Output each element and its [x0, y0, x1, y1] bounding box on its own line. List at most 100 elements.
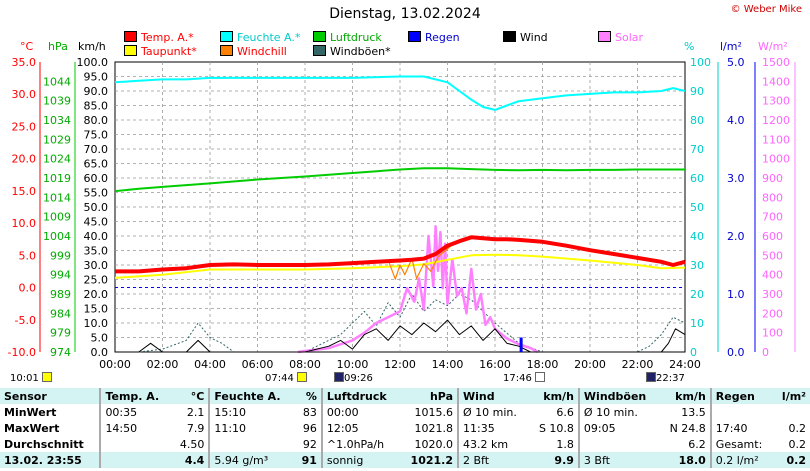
- wind-tick-label: 80.0: [84, 114, 109, 127]
- stats-header: Temp. A.: [99, 388, 172, 404]
- legend-item: Regen: [408, 31, 460, 44]
- pressure-tick-label: 1019: [43, 172, 71, 185]
- wind-tick-label: 65.0: [84, 158, 109, 171]
- cell: Ø 10 min.: [456, 404, 530, 420]
- stats-row-min: MinWert 00:35 2.1 15:10 83 00:00 1015.6 …: [0, 404, 810, 420]
- cell: 5.94 g/m³: [208, 452, 295, 468]
- legend-swatch: [220, 31, 233, 42]
- cell: 96: [302, 421, 317, 435]
- cell: 11:10: [208, 420, 295, 436]
- temp-tick-label: -5.0: [15, 314, 36, 327]
- cell: 4.4: [171, 452, 210, 468]
- solar-tick-label: 1200: [762, 114, 790, 127]
- page-title: Dienstag, 13.02.2024: [329, 6, 481, 22]
- solar-tick-label: 1300: [762, 95, 790, 108]
- legend-label: Windchill: [237, 45, 287, 58]
- cell: sonnig: [320, 452, 400, 468]
- rain-axis-header: l/m²: [720, 40, 742, 53]
- stats-header: Wind: [456, 388, 530, 404]
- cell: [99, 452, 172, 468]
- wind-tick-label: 60.0: [84, 172, 109, 185]
- cell: 9.9: [529, 452, 579, 468]
- humidity-tick-label: 0: [690, 346, 697, 359]
- x-tick-label: 20:00: [574, 358, 606, 371]
- legend-label: Taupunkt*: [141, 45, 197, 58]
- x-tick-label: 24:00: [669, 358, 701, 371]
- cell: N 24.8: [669, 421, 706, 435]
- stats-header-row: Sensor Temp. A. °C Feuchte A. % Luftdruc…: [0, 388, 810, 404]
- temp-axis-header: °C: [20, 40, 34, 53]
- solar-tick-label: 800: [762, 191, 783, 204]
- cell: 15:10: [208, 404, 295, 420]
- legend-item: Windchill: [220, 45, 287, 58]
- wind-tick-label: 5.0: [91, 332, 109, 345]
- temp-tick-label: 15.0: [12, 185, 37, 198]
- solar-tick-label: 0: [762, 346, 769, 359]
- cell: 6.2: [688, 437, 706, 451]
- stats-header: Windböen: [577, 388, 660, 404]
- wind-tick-label: 0.0: [91, 346, 109, 359]
- solar-tick-label: 600: [762, 230, 783, 243]
- x-tick-label: 18:00: [527, 358, 559, 371]
- cell: 7.9: [186, 421, 205, 435]
- stats-header: l/m²: [773, 388, 810, 404]
- moonset-marker: 22:37: [646, 372, 685, 384]
- wind-tick-label: 100.0: [77, 56, 109, 69]
- series-line-luftdruck: [114, 167, 685, 193]
- x-tick-label: 08:00: [289, 358, 321, 371]
- legend-item: Solar: [598, 31, 643, 44]
- cell: Gesamt:: [709, 436, 774, 452]
- solar-tick-label: 200: [762, 307, 783, 320]
- wind-tick-label: 20.0: [84, 288, 109, 301]
- legend-label: Wind: [520, 31, 548, 44]
- cell: 2.1: [186, 405, 205, 419]
- legend-swatch: [313, 45, 326, 56]
- cell: 12:05: [320, 420, 400, 436]
- sunset-marker: 17:46: [503, 372, 546, 384]
- temp-tick-label: 30.0: [12, 88, 37, 101]
- legend-item: Wind: [503, 31, 548, 44]
- pressure-tick-label: 1024: [43, 153, 71, 166]
- wind-tick-label: 90.0: [84, 85, 109, 98]
- rain-tick-label: 1.0: [727, 288, 745, 301]
- wind-tick-label: 40.0: [84, 230, 109, 243]
- cell: 1021.2: [399, 452, 458, 468]
- humidity-tick-label: 30: [690, 259, 704, 272]
- series-line-taupunkt: [114, 253, 686, 279]
- cell: 91: [294, 452, 322, 468]
- stats-header: Regen: [709, 388, 774, 404]
- wind-tick-label: 95.0: [84, 71, 109, 84]
- x-tick-label: 10:00: [337, 358, 369, 371]
- solar-tick-label: 700: [762, 211, 783, 224]
- cell: 11:35: [456, 420, 530, 436]
- legend-swatch: [220, 45, 233, 56]
- wind-tick-label: 25.0: [84, 274, 109, 287]
- cell: 0.2: [773, 452, 810, 468]
- wind-tick-label: 85.0: [84, 100, 109, 113]
- cell: 1.8: [556, 437, 574, 451]
- legend-label: Temp. A.*: [141, 31, 194, 44]
- series-line-wind: [115, 319, 686, 353]
- pressure-tick-label: 1014: [43, 191, 71, 204]
- solar-tick-label: 900: [762, 172, 783, 185]
- weather-chart: °C hPa km/h% l/m² W/m²35.030.025.020.015.010…: [8, 40, 796, 371]
- cell: 1021.8: [414, 421, 454, 435]
- legend-swatch: [408, 31, 421, 42]
- solar-tick-label: 500: [762, 249, 783, 262]
- wind-axis-header: km/h: [78, 40, 106, 53]
- temp-tick-label: 35.0: [12, 56, 37, 69]
- wind-tick-label: 75.0: [84, 129, 109, 142]
- rain-tick-label: 0.0: [727, 346, 745, 359]
- cell: 14:50: [99, 420, 172, 436]
- cell: 6.6: [556, 405, 574, 419]
- cell: 4.50: [179, 437, 205, 451]
- moonrise-marker: 09:26: [334, 372, 373, 384]
- cell: 83: [302, 405, 317, 419]
- stats-row-max: MaxWert 14:50 7.9 11:10 96 12:05 1021.8 …: [0, 420, 810, 436]
- legend-item: Feuchte A.*: [220, 31, 300, 44]
- sunrise-marker: 07:44: [265, 372, 308, 384]
- cell: 09:05: [577, 420, 660, 436]
- stats-header: km/h: [529, 388, 579, 404]
- row-label: Durchschnitt: [4, 437, 84, 451]
- cell: [577, 436, 660, 452]
